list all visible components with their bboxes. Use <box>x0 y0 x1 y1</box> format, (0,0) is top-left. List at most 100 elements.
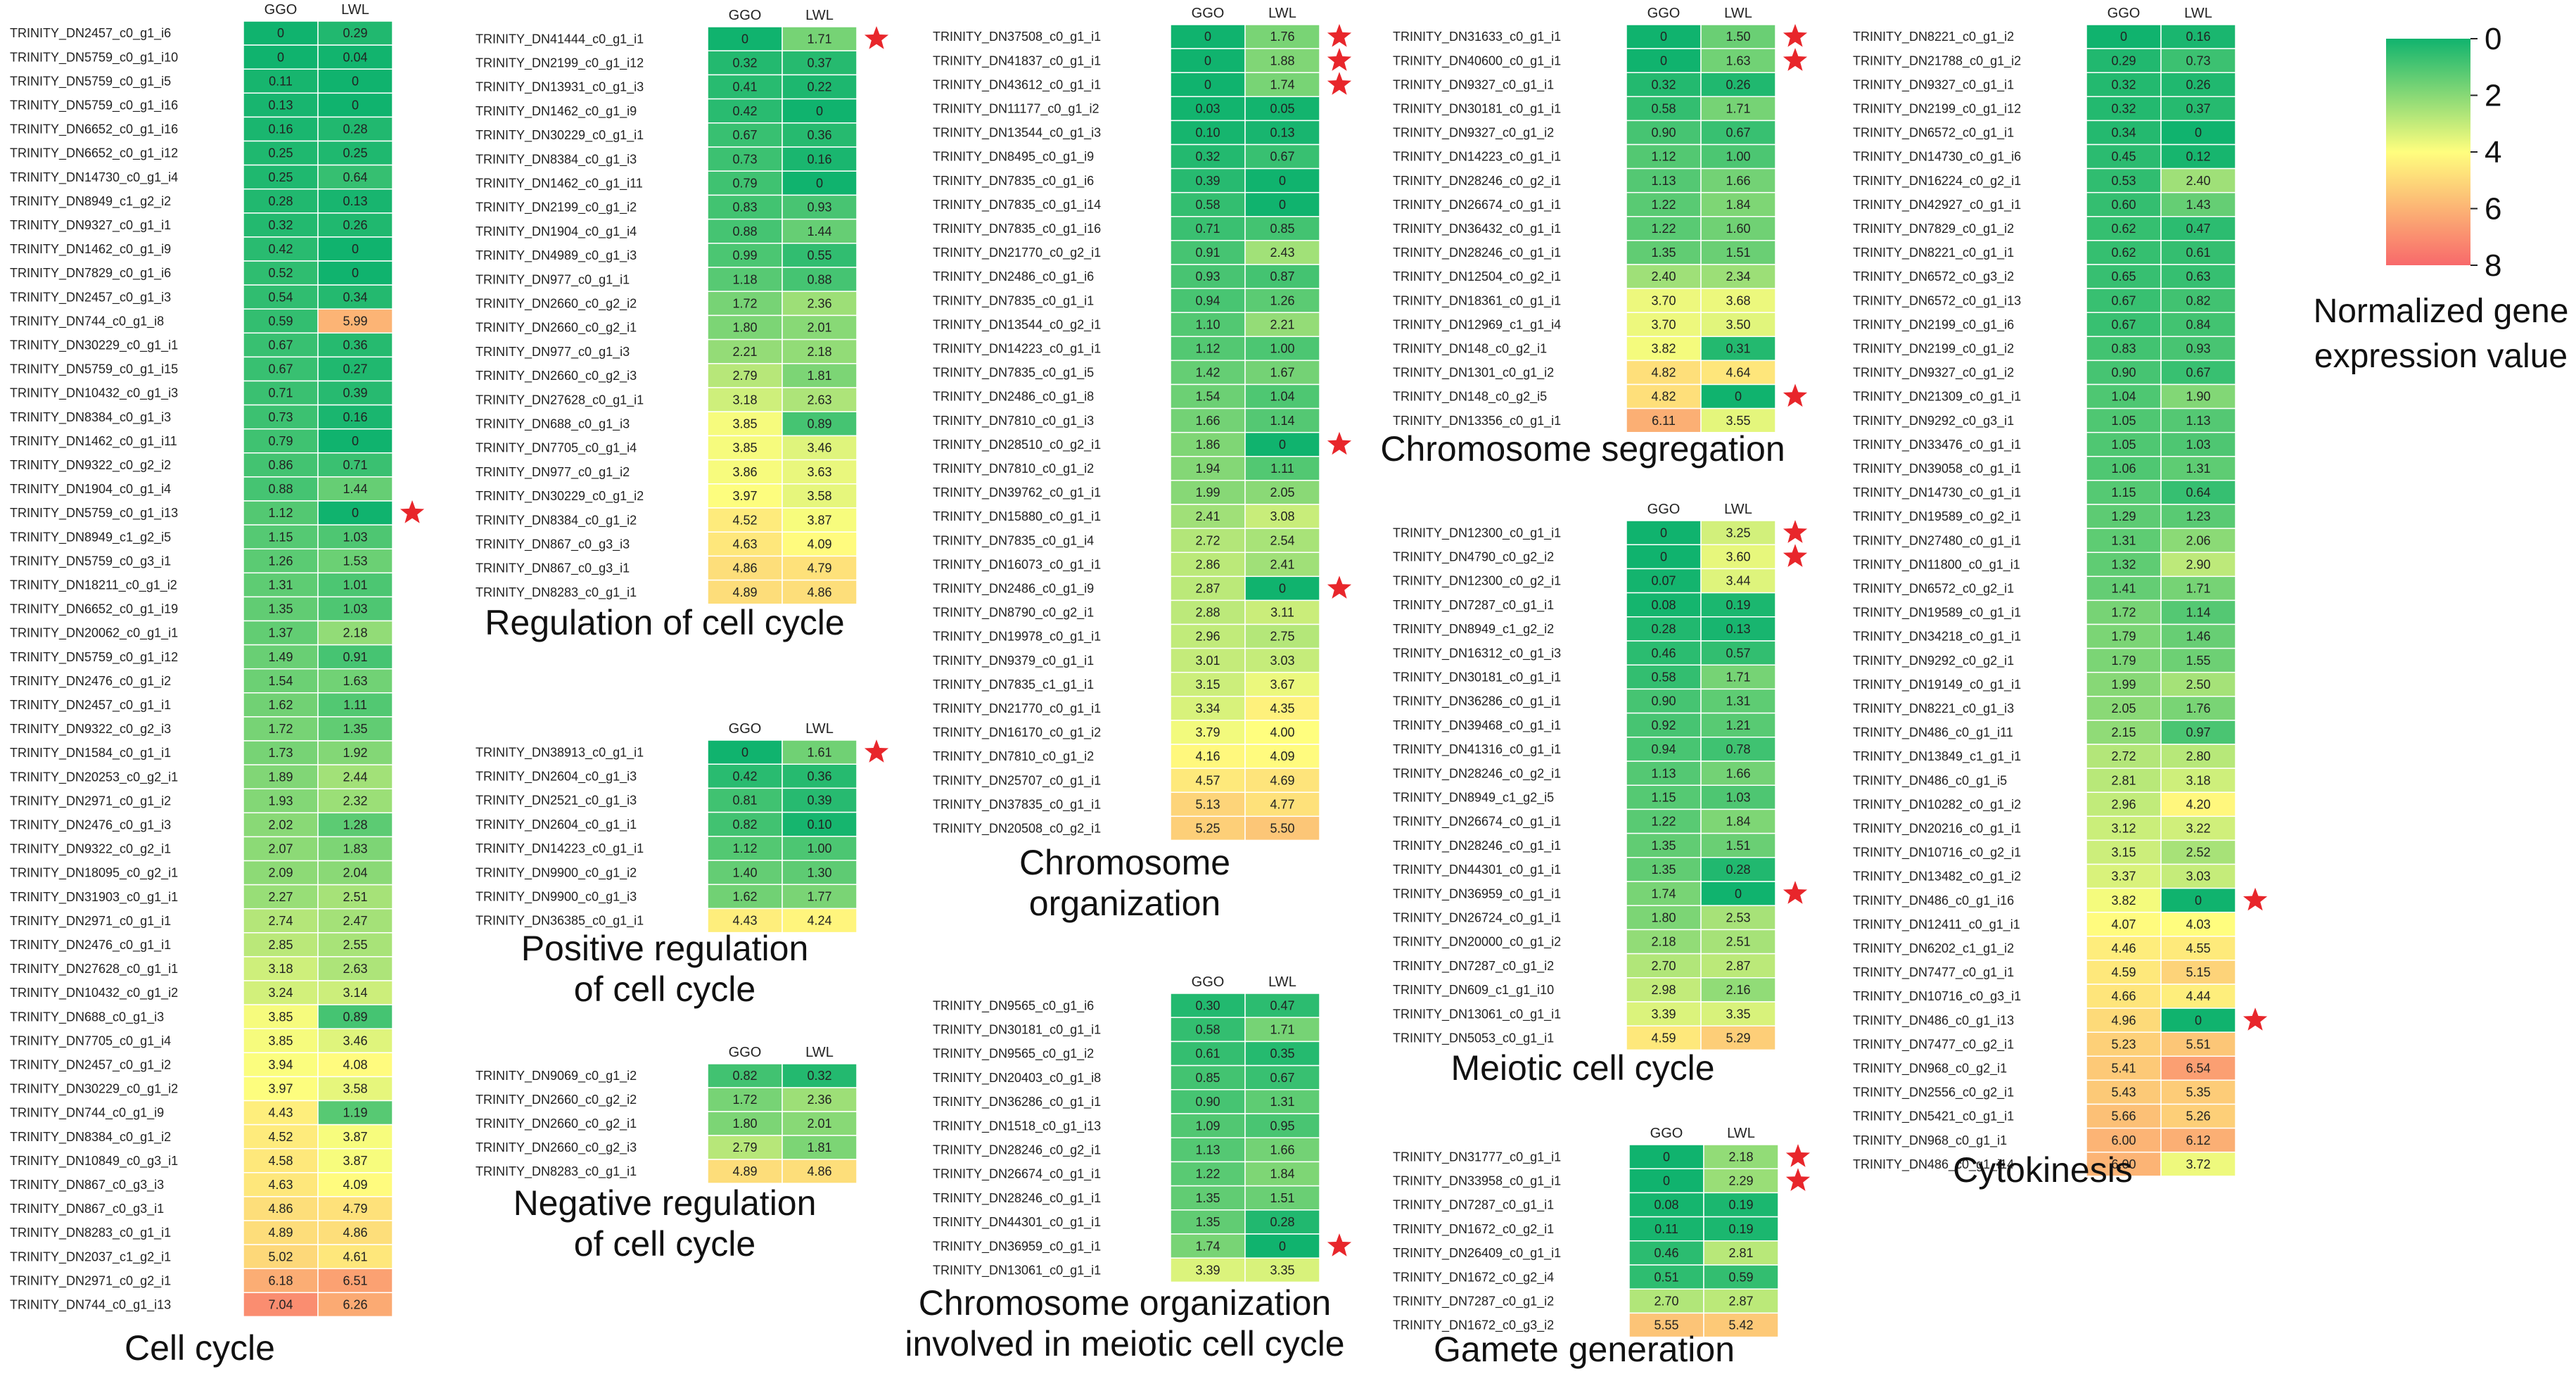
heatmap-cell <box>2086 647 2162 673</box>
cell-value: 1.46 <box>2186 630 2210 644</box>
cell-value: 2.27 <box>268 890 293 904</box>
cell-value: 7.04 <box>268 1297 293 1311</box>
cell-value: 0.47 <box>1270 998 1294 1012</box>
cell-value: 6.00 <box>2111 1133 2136 1147</box>
cell-value: 0.37 <box>807 56 831 70</box>
gene-label: TRINITY_DN28246_c0_g1_i1 <box>1393 246 1561 260</box>
cell-value: 3.60 <box>1726 549 1750 564</box>
heatmap-cell <box>2160 288 2236 313</box>
heatmap-cell <box>1170 72 1246 98</box>
cell-value: 3.94 <box>268 1057 293 1071</box>
cell-value: 0.93 <box>2186 341 2210 355</box>
cell-value: 0.91 <box>343 650 367 664</box>
heatmap-cell <box>317 308 393 334</box>
gene-label: TRINITY_DN21788_c0_g1_i2 <box>1853 53 2021 68</box>
gene-label: TRINITY_DN28246_c0_g1_i1 <box>1393 839 1561 853</box>
heatmap-cell <box>1700 1025 1776 1051</box>
cell-value: 1.37 <box>268 626 293 640</box>
heatmap-cell <box>2086 887 2162 913</box>
cell-value: 6.18 <box>268 1273 293 1287</box>
heatmap-cell <box>1244 264 1320 289</box>
cell-value: 0.34 <box>343 290 367 304</box>
heatmap-cell <box>782 579 857 605</box>
cell-value: 2.32 <box>343 794 367 808</box>
gene-label: TRINITY_DN9327_c0_g1_i1 <box>1393 77 1554 92</box>
heatmap-cell <box>782 483 857 509</box>
cell-value: 0.13 <box>343 194 367 208</box>
gene-label: TRINITY_DN744_c0_g1_i13 <box>10 1297 171 1312</box>
cell-value: 0.94 <box>1195 293 1220 307</box>
heatmap-cell <box>1700 264 1776 289</box>
heatmap-cell <box>1244 120 1320 146</box>
cell-value: 0 <box>1660 30 1667 44</box>
heatmap-cell <box>2160 1079 2236 1105</box>
heatmap-cell <box>1244 1089 1320 1114</box>
heatmap-cell <box>1244 167 1320 193</box>
cell-value: 0 <box>277 50 284 64</box>
cell-value: 3.85 <box>732 416 757 431</box>
gene-label: TRINITY_DN13849_c1_g1_i1 <box>1853 749 2021 764</box>
cell-value: 4.82 <box>1651 366 1676 380</box>
heatmap-cell <box>1700 120 1776 146</box>
cell-value: 1.22 <box>1651 815 1676 829</box>
cell-value: 1.71 <box>1726 101 1750 115</box>
cell-value: 0 <box>1279 438 1286 452</box>
cell-value: 2.05 <box>1270 485 1294 500</box>
heatmap-cell <box>1700 336 1776 362</box>
gene-label: TRINITY_DN36385_c0_g1_i1 <box>476 914 644 929</box>
gene-label: TRINITY_DN1518_c0_g1_i13 <box>933 1119 1101 1133</box>
gene-label: TRINITY_DN2037_c1_g2_i1 <box>10 1249 171 1264</box>
cell-value: 5.26 <box>2186 1109 2210 1124</box>
gene-label: TRINITY_DN7705_c0_g1_i4 <box>476 441 637 456</box>
heatmap-cell <box>243 1028 319 1054</box>
heatmap-cell <box>707 435 783 461</box>
heatmap-cell <box>1170 191 1246 217</box>
heatmap-cell <box>1700 144 1776 170</box>
cell-value: 0 <box>816 104 823 118</box>
heatmap-cell <box>2160 936 2236 961</box>
cell-value: 0.90 <box>1195 1095 1220 1109</box>
gene-label: TRINITY_DN38913_c0_g1_i1 <box>476 745 644 760</box>
heatmap-cell <box>782 146 857 172</box>
cell-value: 0 <box>1735 886 1742 901</box>
cell-value: 3.35 <box>1270 1263 1294 1277</box>
gene-label: TRINITY_DN31777_c0_g1_i1 <box>1393 1150 1561 1164</box>
heatmap-cell <box>782 739 857 765</box>
heatmap-cell <box>782 1087 857 1112</box>
cell-value: 1.54 <box>268 674 293 688</box>
cell-value: 1.66 <box>1726 766 1750 780</box>
cell-value: 0.07 <box>1651 574 1676 588</box>
cell-value: 0.71 <box>343 458 367 472</box>
gene-label: TRINITY_DN7287_c0_g1_i1 <box>1393 1198 1554 1213</box>
heatmap-cell <box>1626 216 1702 241</box>
cell-value: 1.31 <box>1270 1095 1294 1109</box>
cell-value: 1.55 <box>2186 654 2210 668</box>
gene-label: TRINITY_DN36286_c0_g1_i1 <box>933 1095 1101 1109</box>
cell-value: 0 <box>2195 1013 2202 1027</box>
gene-label: TRINITY_DN2476_c0_g1_i1 <box>10 938 171 953</box>
heatmap-cell <box>1170 1161 1246 1187</box>
cell-value: 0.79 <box>732 176 757 190</box>
heatmap-cell <box>317 596 393 622</box>
heatmap-cell <box>317 20 393 46</box>
heatmap-cell <box>243 452 319 478</box>
heatmap-cell <box>1244 407 1320 433</box>
heatmap-cell <box>782 50 857 76</box>
cell-value: 1.51 <box>1726 246 1750 260</box>
gene-label: TRINITY_DN14730_c0_g1_i6 <box>1853 150 2021 165</box>
heatmap-cell <box>317 644 393 670</box>
gene-label: TRINITY_DN41316_c0_g1_i1 <box>1393 742 1561 757</box>
cell-value: 1.79 <box>2111 630 2136 644</box>
panel-title: Positive regulation <box>521 929 809 968</box>
gene-label: TRINITY_DN39468_c0_g1_i1 <box>1393 718 1561 733</box>
column-header: LWL <box>805 1045 834 1060</box>
cell-value: 0.12 <box>2186 150 2210 164</box>
heatmap-cell <box>782 291 857 317</box>
cell-value: 1.71 <box>2186 581 2210 595</box>
cell-value: 1.74 <box>1270 77 1294 91</box>
gene-label: TRINITY_DN36959_c0_g1_i1 <box>933 1239 1101 1254</box>
heatmap-cell <box>243 1268 319 1294</box>
cell-value: 3.70 <box>1651 293 1676 307</box>
cell-value: 0.25 <box>343 146 367 160</box>
gene-label: TRINITY_DN34218_c0_g1_i1 <box>1853 630 2021 644</box>
